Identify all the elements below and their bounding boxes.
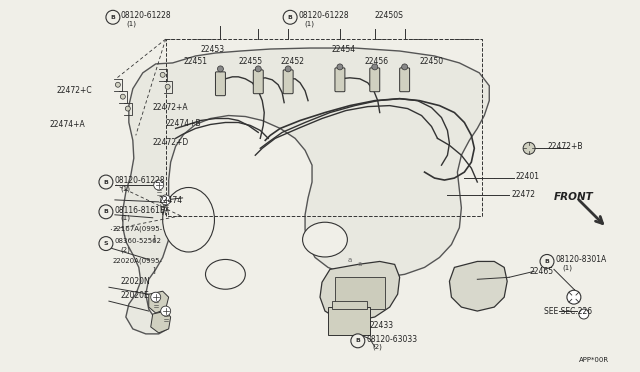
FancyBboxPatch shape: [253, 70, 263, 94]
Circle shape: [285, 66, 291, 72]
Bar: [335, 277, 385, 309]
Text: 08120-61228: 08120-61228: [121, 11, 172, 20]
Text: 22474+A: 22474+A: [49, 121, 85, 129]
Text: (1): (1): [304, 20, 314, 27]
Text: (2): (2): [372, 344, 383, 350]
Circle shape: [255, 66, 261, 72]
Circle shape: [165, 84, 170, 89]
Text: 22451: 22451: [184, 57, 207, 66]
Polygon shape: [449, 262, 507, 311]
Text: (1): (1): [127, 20, 137, 27]
Circle shape: [337, 64, 343, 70]
Polygon shape: [151, 311, 171, 333]
Text: (1): (1): [121, 185, 131, 192]
Text: 22450: 22450: [420, 57, 444, 66]
Circle shape: [160, 73, 165, 77]
Text: 22454: 22454: [332, 45, 356, 54]
Circle shape: [151, 292, 161, 302]
Text: 22020E: 22020E: [121, 291, 150, 300]
Text: 22450S: 22450S: [375, 11, 404, 20]
Text: 22167A(0995-: 22167A(0995-: [113, 226, 163, 232]
Text: a: a: [348, 257, 352, 263]
Circle shape: [372, 64, 378, 70]
Circle shape: [579, 309, 589, 319]
Text: SEE SEC.226: SEE SEC.226: [544, 307, 592, 316]
FancyBboxPatch shape: [370, 68, 380, 92]
Bar: [166, 39, 483, 216]
Text: 08116-8161E: 08116-8161E: [115, 206, 166, 215]
Circle shape: [99, 205, 113, 219]
Text: B: B: [545, 259, 550, 264]
Ellipse shape: [163, 187, 214, 252]
Text: 08120-8301A: 08120-8301A: [556, 256, 607, 264]
Text: ]: ]: [153, 266, 156, 273]
Circle shape: [161, 306, 171, 316]
Text: 22452: 22452: [280, 57, 304, 66]
Text: B: B: [111, 15, 115, 20]
Text: B: B: [355, 339, 360, 343]
Text: 22020N: 22020N: [121, 277, 150, 286]
FancyBboxPatch shape: [335, 68, 345, 92]
FancyBboxPatch shape: [216, 72, 225, 96]
Text: 22453: 22453: [200, 45, 225, 54]
Text: ]: ]: [153, 235, 156, 241]
Text: B: B: [104, 180, 108, 185]
Text: 22472+C: 22472+C: [56, 86, 92, 95]
Text: 22474+B: 22474+B: [166, 119, 202, 128]
FancyBboxPatch shape: [283, 70, 293, 94]
Text: S: S: [104, 241, 108, 246]
Text: B: B: [104, 209, 108, 214]
Text: 22465: 22465: [529, 267, 553, 276]
Text: 22456: 22456: [365, 57, 389, 66]
Text: B: B: [288, 15, 292, 20]
Circle shape: [402, 64, 408, 70]
Text: (1): (1): [121, 215, 131, 221]
Text: 22472+D: 22472+D: [153, 138, 189, 147]
Text: 22472+B: 22472+B: [547, 142, 582, 151]
Circle shape: [106, 10, 120, 24]
Circle shape: [99, 237, 113, 250]
Circle shape: [125, 106, 131, 111]
Text: a: a: [358, 262, 362, 267]
Text: 08120-63033: 08120-63033: [367, 335, 418, 344]
Text: 22020A(0995-: 22020A(0995-: [113, 257, 163, 264]
Text: 08360-52562: 08360-52562: [115, 238, 162, 244]
Circle shape: [154, 180, 164, 190]
Circle shape: [523, 142, 535, 154]
Ellipse shape: [205, 259, 245, 289]
Circle shape: [283, 10, 297, 24]
Bar: [332, 301, 367, 309]
Circle shape: [351, 334, 365, 348]
Text: APP*00R: APP*00R: [579, 357, 609, 363]
Text: 22472+A: 22472+A: [153, 103, 188, 112]
Text: (2): (2): [121, 247, 131, 253]
FancyBboxPatch shape: [399, 68, 410, 92]
Circle shape: [567, 290, 581, 304]
Polygon shape: [123, 48, 489, 334]
Circle shape: [161, 195, 171, 205]
Ellipse shape: [303, 222, 348, 257]
Text: FRONT: FRONT: [554, 192, 594, 202]
Circle shape: [540, 254, 554, 268]
Circle shape: [120, 94, 125, 99]
Text: 22472: 22472: [511, 190, 535, 199]
Text: 22401: 22401: [515, 172, 539, 181]
Polygon shape: [148, 291, 169, 313]
Circle shape: [115, 82, 120, 87]
Text: 22474: 22474: [159, 196, 183, 205]
Text: (1): (1): [562, 264, 572, 271]
Text: 22455: 22455: [238, 57, 262, 66]
Text: 08120-61228: 08120-61228: [115, 176, 166, 185]
Text: 08120-61228: 08120-61228: [298, 11, 349, 20]
Bar: [328, 307, 370, 335]
Circle shape: [218, 66, 223, 72]
Circle shape: [99, 175, 113, 189]
Polygon shape: [320, 262, 399, 321]
Text: 22433: 22433: [370, 321, 394, 330]
